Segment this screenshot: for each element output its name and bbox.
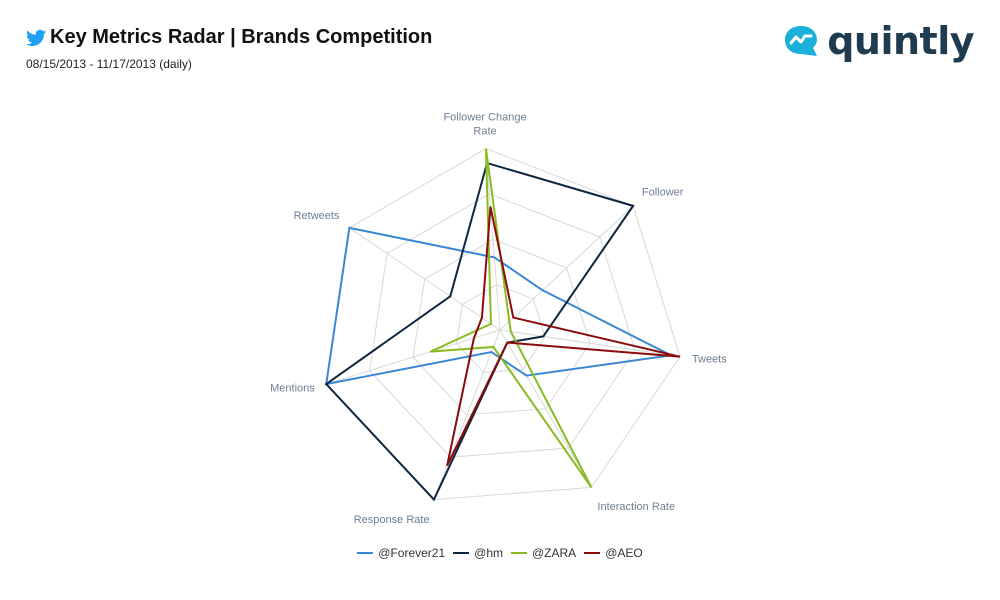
axis-spoke [433, 329, 501, 500]
legend-swatch [453, 552, 470, 554]
grid-ring [369, 193, 636, 458]
page-title: Key Metrics Radar | Brands Competition [50, 26, 433, 48]
legend-item[interactable]: @ZARA [511, 546, 576, 560]
legend-item[interactable]: @AEO [584, 546, 643, 560]
axis-spoke [499, 329, 592, 488]
legend-swatch [584, 552, 601, 554]
axis-label: Retweets [294, 210, 340, 222]
axis-spoke [499, 329, 681, 358]
title-row: Key Metrics Radar | Brands Competition [26, 26, 432, 49]
series-line [446, 206, 681, 467]
legend-label: @AEO [605, 546, 643, 560]
quintly-logo: quintly [783, 22, 974, 60]
axis-spoke [485, 148, 501, 331]
axis-label: Tweets [692, 353, 727, 365]
axis-label: Response Rate [354, 514, 430, 526]
legend-item[interactable]: @Forever21 [357, 546, 445, 560]
legend-swatch [511, 552, 527, 554]
logo-text: quintly [827, 19, 974, 63]
chart-header: Key Metrics Radar | Brands Competition 0… [26, 26, 432, 71]
axis-label: Mentions [270, 383, 315, 395]
legend-swatch [357, 552, 374, 554]
date-range: 08/15/2013 - 11/17/2013 (daily) [26, 57, 192, 71]
axis-spoke [326, 329, 501, 385]
legend-label: @hm [474, 546, 503, 560]
axis-spoke [349, 227, 501, 331]
axis-label: Interaction Rate [597, 501, 675, 513]
quintly-logo-icon [785, 26, 818, 56]
legend-label: @ZARA [532, 546, 577, 560]
series-line [324, 161, 635, 502]
grid-ring [412, 238, 591, 416]
chart-legend: @Forever21 @hm @ZARA @AEO [0, 546, 1000, 560]
axis-label: Rate [473, 126, 496, 138]
series-line [430, 148, 593, 488]
axis-label: Follower [642, 187, 684, 199]
twitter-bird-icon [26, 29, 46, 46]
axis-spoke [499, 205, 634, 331]
series-line [325, 226, 675, 386]
legend-label: @Forever21 [378, 546, 446, 560]
legend-item[interactable]: @hm [453, 546, 503, 560]
axis-label: Follower Change [443, 112, 526, 124]
